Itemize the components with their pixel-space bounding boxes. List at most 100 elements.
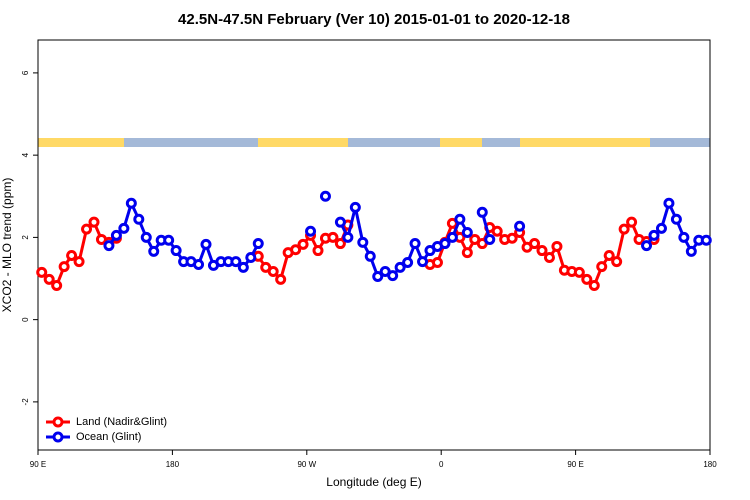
data-point (387, 270, 399, 282)
x-axis-label: Longitude (deg E) (326, 475, 421, 489)
ocean-strip (348, 138, 440, 147)
data-point (588, 280, 600, 292)
data-point (446, 231, 458, 243)
data-point (596, 261, 608, 273)
data-point (543, 252, 555, 264)
data-point (110, 229, 122, 241)
data-point (402, 256, 414, 268)
data-point (655, 222, 667, 234)
land-strip (258, 138, 348, 147)
data-point (148, 245, 160, 257)
data-point (327, 231, 339, 243)
data-point (663, 197, 675, 209)
chart-title: 42.5N-47.5N February (Ver 10) 2015-01-01… (178, 11, 570, 28)
data-point (431, 256, 443, 268)
data-point (476, 206, 488, 218)
data-point (357, 236, 369, 248)
plot-frame (37, 39, 711, 451)
legend-label: Ocean (Glint) (76, 431, 141, 443)
data-point (88, 216, 100, 228)
land-strip (440, 138, 482, 147)
data-point (372, 270, 384, 282)
data-point (678, 231, 690, 243)
data-point (349, 201, 361, 213)
ocean-strip (482, 138, 520, 147)
x-tick-label: 180 (166, 460, 180, 469)
data-point (275, 273, 287, 285)
data-point (237, 261, 249, 273)
data-point (611, 256, 623, 268)
data-point (312, 245, 324, 257)
y-tick-label: 4 (21, 152, 30, 157)
data-point (618, 223, 630, 235)
data-point (409, 238, 421, 250)
legend-marker (52, 416, 64, 428)
data-point (140, 231, 152, 243)
data-point (439, 238, 451, 250)
data-point (245, 252, 257, 264)
data-point (319, 190, 331, 202)
data-point (334, 216, 346, 228)
data-point (529, 238, 541, 250)
data-point (43, 273, 55, 285)
data-point (230, 256, 242, 268)
x-tick-label: 0 (439, 460, 444, 469)
data-point (506, 232, 518, 244)
y-tick-label: -2 (21, 398, 30, 406)
data-point (551, 240, 563, 252)
y-tick-label: 6 (21, 70, 30, 75)
data-point (305, 225, 317, 237)
data-point (603, 249, 615, 261)
data-point (193, 259, 205, 271)
data-point (58, 261, 70, 273)
data-point (641, 240, 653, 252)
data-point (297, 238, 309, 250)
data-point (626, 216, 638, 228)
data-point (36, 266, 48, 278)
data-point (334, 238, 346, 250)
data-point (103, 240, 115, 252)
data-point (461, 247, 473, 259)
data-point (170, 245, 182, 257)
data-point (364, 250, 376, 262)
data-point (290, 244, 302, 256)
x-tick-label: 90 W (297, 460, 316, 469)
land-strip (520, 138, 650, 147)
data-point (454, 213, 466, 225)
data-point (66, 249, 78, 261)
series (36, 216, 660, 292)
ocean-strip (124, 138, 258, 147)
data-point (342, 231, 354, 243)
data-point (163, 234, 175, 246)
data-point (670, 213, 682, 225)
data-point (133, 213, 145, 225)
data-point (648, 229, 660, 241)
data-point (125, 197, 137, 209)
data-point (73, 256, 85, 268)
data-point (267, 266, 279, 278)
data-point (685, 245, 697, 257)
data-point (118, 222, 130, 234)
series (103, 190, 712, 282)
data-point (491, 225, 503, 237)
data-point (394, 261, 406, 273)
data-point (252, 238, 264, 250)
data-point (51, 280, 63, 292)
y-tick-label: 0 (21, 317, 30, 322)
land-strip (38, 138, 124, 147)
data-point (573, 266, 585, 278)
data-point (581, 273, 593, 285)
data-point (81, 223, 93, 235)
x-tick-label: 180 (703, 460, 717, 469)
data-point (484, 233, 496, 245)
legend-marker (52, 431, 64, 443)
x-tick-label: 90 E (30, 460, 46, 469)
data-point (536, 245, 548, 257)
data-point (514, 220, 526, 232)
data-point (700, 234, 712, 246)
x-tick-label: 90 E (567, 460, 583, 469)
data-point (200, 238, 212, 250)
y-tick-label: 2 (21, 235, 30, 240)
land-ocean-strip (38, 138, 710, 147)
